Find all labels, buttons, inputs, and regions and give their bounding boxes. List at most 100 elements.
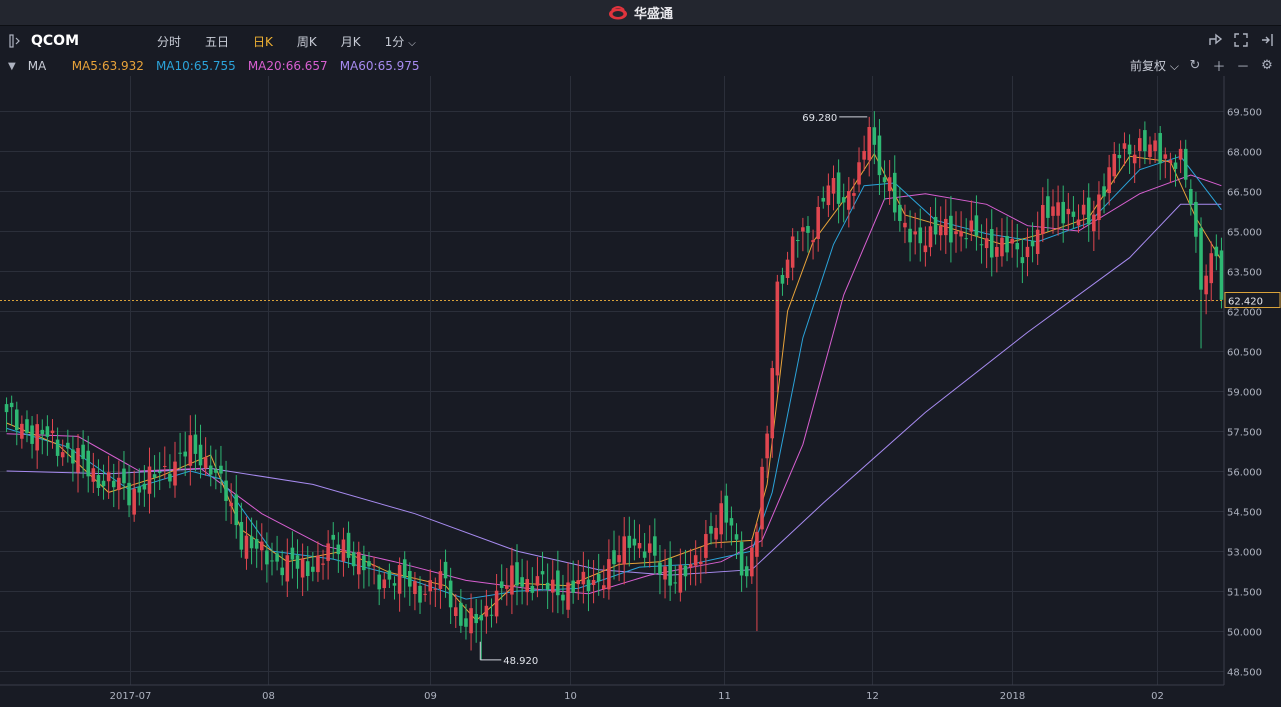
refresh-icon[interactable]: ↻ — [1189, 58, 1201, 73]
collapse-icon[interactable] — [1259, 32, 1275, 48]
candle-body — [224, 480, 228, 501]
tab-minute-select[interactable]: 1分 ⌵ — [373, 33, 428, 50]
candle-body — [550, 579, 555, 593]
ma-label[interactable]: MA — [27, 59, 47, 73]
y-tick-label: 69.500 — [1227, 108, 1262, 119]
candle-body — [816, 206, 820, 239]
fullscreen-icon[interactable] — [1233, 32, 1249, 48]
candle-body — [494, 590, 499, 617]
candle-body — [556, 570, 560, 596]
candle-body — [1117, 154, 1122, 159]
candle-body — [653, 536, 657, 556]
candle-body — [954, 231, 958, 235]
candle-body — [290, 547, 295, 560]
candle-body — [1189, 188, 1193, 205]
candle-body — [20, 423, 24, 439]
candle-body — [530, 585, 535, 593]
candle-body — [163, 465, 167, 467]
candle-body — [750, 547, 754, 577]
candle-body — [377, 574, 381, 590]
candle-body — [989, 229, 994, 258]
title-bar: 华盛通 — [0, 0, 1281, 26]
candle-body — [122, 468, 126, 484]
candle-body — [1015, 243, 1020, 250]
y-tick-label: 62.000 — [1227, 308, 1262, 319]
candle-body — [413, 581, 417, 594]
candle-body — [995, 246, 999, 257]
price-adjust-select[interactable]: 前复权 ⌵ — [1130, 57, 1179, 74]
sidebar-toggle-icon[interactable] — [9, 34, 23, 48]
candle-body — [71, 449, 75, 464]
candle-body — [356, 551, 361, 575]
candle-body — [780, 274, 785, 284]
candle-body — [341, 539, 346, 562]
candle-body — [1143, 130, 1147, 152]
candle-body — [443, 561, 448, 579]
candle-body — [913, 231, 917, 235]
tab-weekly-k[interactable]: 周K — [296, 34, 317, 49]
candle-body — [229, 502, 233, 507]
candle-body — [1127, 144, 1132, 155]
candle-body — [45, 426, 50, 437]
candle-body — [1000, 237, 1004, 257]
candle-body — [964, 238, 969, 240]
candle-body — [1010, 238, 1014, 244]
settings-icon[interactable]: ⚙ — [1261, 58, 1273, 73]
candle-body — [520, 577, 524, 587]
candle-body — [627, 535, 632, 548]
zoom-out-icon[interactable]: － — [1236, 60, 1250, 75]
candle-body — [208, 465, 213, 475]
candle-body — [612, 550, 616, 565]
candle-body — [944, 218, 948, 236]
candle-body — [285, 555, 290, 582]
candle-body — [9, 402, 14, 408]
candle-body — [678, 564, 683, 593]
candle-body — [1107, 167, 1111, 194]
candle-body — [438, 571, 443, 589]
candle-body — [1153, 140, 1157, 152]
tab-monthly-k[interactable]: 月K — [340, 34, 361, 49]
candle-body — [1051, 206, 1055, 216]
candle-body — [545, 582, 550, 590]
candle-body — [382, 579, 387, 589]
candle-body — [137, 486, 142, 493]
candle-body — [535, 576, 540, 586]
candle-body — [806, 226, 810, 233]
candle-body — [969, 220, 974, 232]
stock-symbol[interactable]: QCOM — [31, 33, 80, 49]
candle-body — [1132, 154, 1137, 164]
candle-body — [326, 543, 330, 561]
zoom-in-icon[interactable]: ＋ — [1212, 60, 1226, 75]
candle-body — [188, 435, 193, 466]
candle-body — [617, 555, 621, 563]
share-icon[interactable] — [1207, 32, 1223, 48]
candle-body — [239, 521, 244, 550]
candle-body — [55, 439, 60, 456]
candle-body — [821, 197, 826, 202]
x-tick-label: 12 — [866, 691, 879, 702]
candle-body — [887, 177, 892, 192]
candle-body — [295, 555, 300, 569]
chevron-down-icon[interactable]: ▼ — [8, 60, 16, 72]
candle-body — [622, 536, 626, 565]
candle-body — [918, 227, 923, 244]
candle-body — [183, 451, 187, 457]
candle-body — [714, 527, 718, 540]
ma60-value: MA60:65.975 — [339, 59, 420, 73]
candle-body — [489, 614, 494, 616]
candle-body — [101, 480, 106, 487]
candle-body — [683, 565, 688, 577]
candle-body — [259, 541, 264, 551]
tab-five-day[interactable]: 五日 — [205, 34, 230, 49]
candle-body — [1041, 205, 1045, 234]
candle-body — [632, 538, 637, 546]
candle-body — [790, 236, 795, 268]
tab-intraday[interactable]: 分时 — [157, 34, 182, 49]
candle-body — [923, 245, 928, 253]
tab-daily-k[interactable]: 日K — [253, 34, 273, 49]
app-logo-icon — [608, 5, 627, 19]
chevron-down-icon: ⌵ — [408, 37, 416, 49]
candle-body — [346, 532, 351, 558]
candle-body — [1194, 201, 1198, 237]
